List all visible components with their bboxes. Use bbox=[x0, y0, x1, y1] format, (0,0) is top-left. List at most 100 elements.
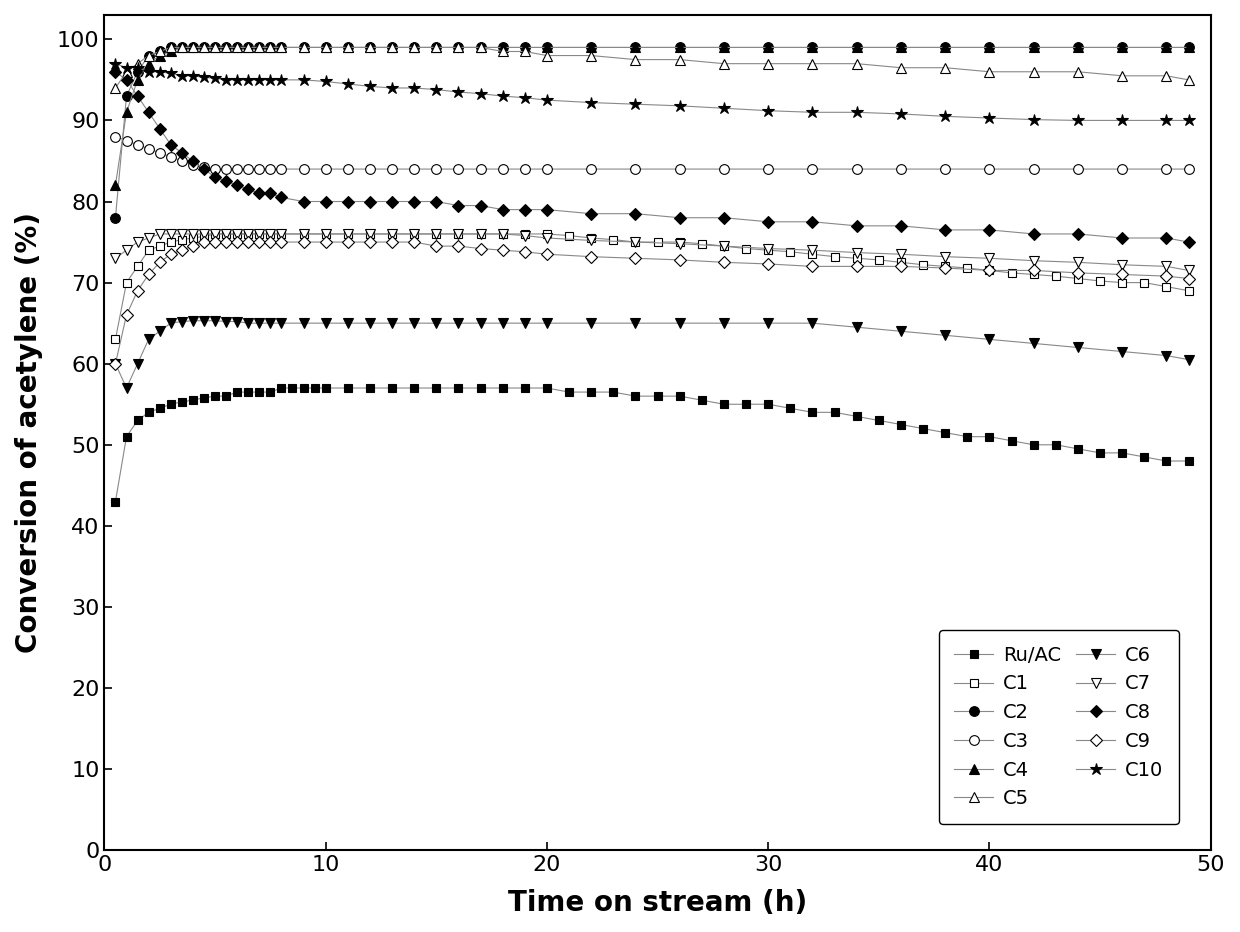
Ru/AC bbox=[130, 415, 145, 426]
C6 bbox=[362, 318, 377, 329]
C8 bbox=[141, 107, 156, 118]
C3 bbox=[340, 163, 355, 174]
C8 bbox=[474, 200, 489, 212]
C6 bbox=[451, 318, 466, 329]
C9 bbox=[474, 243, 489, 254]
C9 bbox=[175, 244, 190, 255]
C2 bbox=[805, 42, 820, 53]
C8 bbox=[672, 212, 687, 224]
C5 bbox=[130, 58, 145, 69]
C7 bbox=[274, 228, 289, 240]
C8 bbox=[517, 204, 532, 215]
C9 bbox=[1070, 267, 1085, 279]
C6 bbox=[319, 318, 334, 329]
C10 bbox=[849, 107, 864, 118]
C6 bbox=[340, 318, 355, 329]
C3 bbox=[252, 163, 267, 174]
C4 bbox=[429, 42, 444, 53]
C4 bbox=[218, 42, 233, 53]
C10 bbox=[252, 75, 267, 86]
C9 bbox=[672, 254, 687, 266]
C2 bbox=[207, 42, 222, 53]
C6 bbox=[196, 315, 211, 326]
C3 bbox=[108, 131, 123, 143]
C8 bbox=[584, 208, 599, 219]
C10 bbox=[1159, 115, 1174, 126]
Line: C3: C3 bbox=[110, 131, 1193, 174]
C4 bbox=[627, 42, 642, 53]
C2 bbox=[263, 42, 278, 53]
C5 bbox=[894, 62, 909, 74]
C8 bbox=[340, 196, 355, 207]
C6 bbox=[274, 318, 289, 329]
C9 bbox=[218, 237, 233, 248]
C5 bbox=[362, 42, 377, 53]
C10 bbox=[539, 94, 554, 105]
C6 bbox=[1115, 346, 1130, 357]
C4 bbox=[517, 42, 532, 53]
C10 bbox=[164, 68, 179, 79]
C6 bbox=[241, 318, 255, 329]
C7 bbox=[263, 228, 278, 240]
C5 bbox=[1159, 70, 1174, 81]
C10 bbox=[207, 73, 222, 84]
C2 bbox=[186, 42, 201, 53]
C5 bbox=[761, 58, 776, 69]
C7 bbox=[849, 247, 864, 258]
C7 bbox=[218, 228, 233, 240]
C7 bbox=[1115, 259, 1130, 270]
C6 bbox=[384, 318, 399, 329]
C7 bbox=[175, 228, 190, 240]
C5 bbox=[207, 42, 222, 53]
C10 bbox=[894, 108, 909, 119]
C6 bbox=[805, 318, 820, 329]
C10 bbox=[108, 58, 123, 69]
C2 bbox=[1027, 42, 1042, 53]
C7 bbox=[1070, 256, 1085, 267]
C3 bbox=[263, 163, 278, 174]
C5 bbox=[108, 82, 123, 93]
C6 bbox=[717, 318, 732, 329]
C7 bbox=[207, 228, 222, 240]
C6 bbox=[153, 325, 167, 336]
C10 bbox=[175, 70, 190, 81]
C3 bbox=[805, 163, 820, 174]
Ru/AC bbox=[1182, 456, 1197, 467]
Line: C7: C7 bbox=[110, 229, 1193, 275]
C8 bbox=[274, 192, 289, 203]
C2 bbox=[241, 42, 255, 53]
C7 bbox=[761, 243, 776, 254]
C9 bbox=[108, 358, 123, 369]
C9 bbox=[805, 261, 820, 272]
C10 bbox=[584, 97, 599, 108]
C10 bbox=[362, 81, 377, 92]
C6 bbox=[1070, 342, 1085, 353]
C6 bbox=[218, 316, 233, 327]
C3 bbox=[196, 161, 211, 172]
C1 bbox=[141, 244, 156, 255]
Ru/AC bbox=[274, 382, 289, 393]
C9 bbox=[362, 237, 377, 248]
C5 bbox=[340, 42, 355, 53]
C10 bbox=[141, 66, 156, 77]
C9 bbox=[252, 237, 267, 248]
C3 bbox=[1182, 163, 1197, 174]
C9 bbox=[1159, 270, 1174, 281]
C1 bbox=[805, 249, 820, 260]
Ru/AC bbox=[207, 391, 222, 402]
C2 bbox=[153, 46, 167, 57]
C7 bbox=[495, 228, 510, 240]
Y-axis label: Conversion of acetylene (%): Conversion of acetylene (%) bbox=[15, 212, 43, 653]
C6 bbox=[1159, 350, 1174, 362]
C3 bbox=[384, 163, 399, 174]
C6 bbox=[1027, 337, 1042, 349]
C4 bbox=[539, 42, 554, 53]
C2 bbox=[474, 42, 489, 53]
C4 bbox=[153, 50, 167, 62]
Ru/AC bbox=[849, 411, 864, 422]
C9 bbox=[982, 265, 997, 276]
C6 bbox=[894, 325, 909, 336]
C5 bbox=[218, 42, 233, 53]
C8 bbox=[186, 156, 201, 167]
C8 bbox=[1182, 237, 1197, 248]
